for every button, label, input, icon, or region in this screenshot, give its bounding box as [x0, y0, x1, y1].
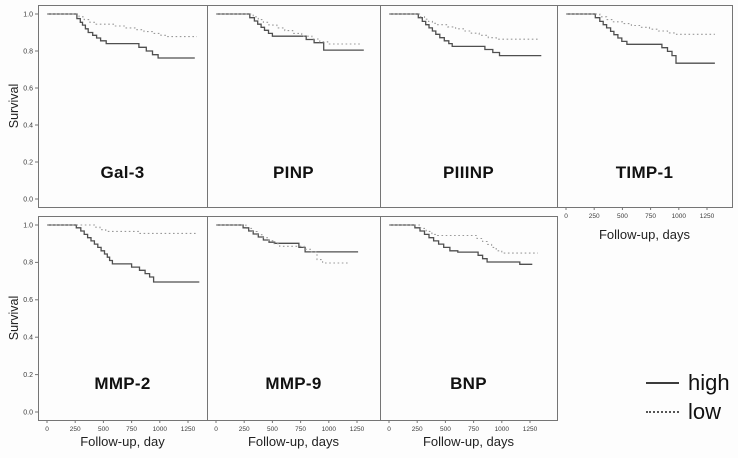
svg-text:250: 250: [70, 426, 81, 433]
svg-text:0.6: 0.6: [23, 297, 33, 304]
svg-text:1000: 1000: [153, 426, 168, 433]
svg-text:250: 250: [589, 213, 600, 220]
svg-text:750: 750: [295, 426, 306, 433]
svg-text:500: 500: [267, 426, 278, 433]
svg-text:250: 250: [239, 426, 250, 433]
svg-text:0.2: 0.2: [23, 372, 33, 379]
svg-text:500: 500: [440, 426, 451, 433]
svg-text:0.4: 0.4: [23, 335, 33, 342]
y-axis-label-bottom-row: Survival: [7, 295, 21, 341]
x-axis-label-mmp2: Follow-up, day: [80, 434, 165, 449]
legend-item-low: low: [646, 397, 730, 426]
x-axis-label-bnp: Follow-up, days: [422, 434, 515, 449]
svg-text:1.0: 1.0: [23, 222, 33, 229]
svg-text:500: 500: [98, 426, 109, 433]
svg-text:0.6: 0.6: [23, 85, 33, 92]
svg-text:0.0: 0.0: [23, 196, 33, 203]
svg-text:0.2: 0.2: [23, 159, 33, 166]
svg-text:0.0: 0.0: [23, 409, 33, 416]
svg-text:0: 0: [387, 426, 391, 433]
svg-text:750: 750: [645, 213, 656, 220]
legend: high low: [646, 368, 730, 426]
svg-text:1250: 1250: [350, 426, 365, 433]
svg-text:1250: 1250: [700, 213, 715, 220]
panel-title-gal3: Gal-3: [100, 163, 145, 182]
svg-text:0.8: 0.8: [23, 260, 33, 267]
svg-text:500: 500: [617, 213, 628, 220]
svg-text:750: 750: [468, 426, 479, 433]
svg-text:1.0: 1.0: [23, 11, 33, 18]
svg-text:1000: 1000: [672, 213, 687, 220]
svg-text:250: 250: [412, 426, 423, 433]
svg-text:0: 0: [214, 426, 218, 433]
legend-item-high: high: [646, 368, 730, 397]
svg-text:0: 0: [45, 426, 49, 433]
panel-title-bnp: BNP: [450, 374, 487, 393]
svg-text:0.8: 0.8: [23, 48, 33, 55]
panel-title-timp1: TIMP-1: [615, 163, 674, 182]
x-axis-label-mmp9: Follow-up, days: [247, 434, 340, 449]
panel-title-mmp9: MMP-9: [265, 374, 322, 393]
panel-title-pinp: PINP: [273, 163, 314, 182]
legend-label-high: high: [688, 369, 730, 395]
x-axis-label-timp1: Follow-up, days: [598, 227, 691, 242]
legend-label-low: low: [688, 398, 722, 424]
y-axis-label-top-row: Survival: [7, 83, 21, 129]
svg-text:1000: 1000: [322, 426, 337, 433]
high-solid-line-sample: [646, 381, 679, 384]
svg-text:0: 0: [564, 213, 568, 220]
svg-text:1250: 1250: [181, 426, 196, 433]
svg-text:1000: 1000: [495, 426, 510, 433]
svg-text:0.4: 0.4: [23, 122, 33, 129]
panel-title-piiinp: PIIINP: [443, 163, 494, 182]
svg-text:750: 750: [126, 426, 137, 433]
panel-title-mmp2: MMP-2: [94, 374, 151, 393]
low-dotted-line-sample: [646, 410, 679, 413]
svg-text:1250: 1250: [523, 426, 538, 433]
